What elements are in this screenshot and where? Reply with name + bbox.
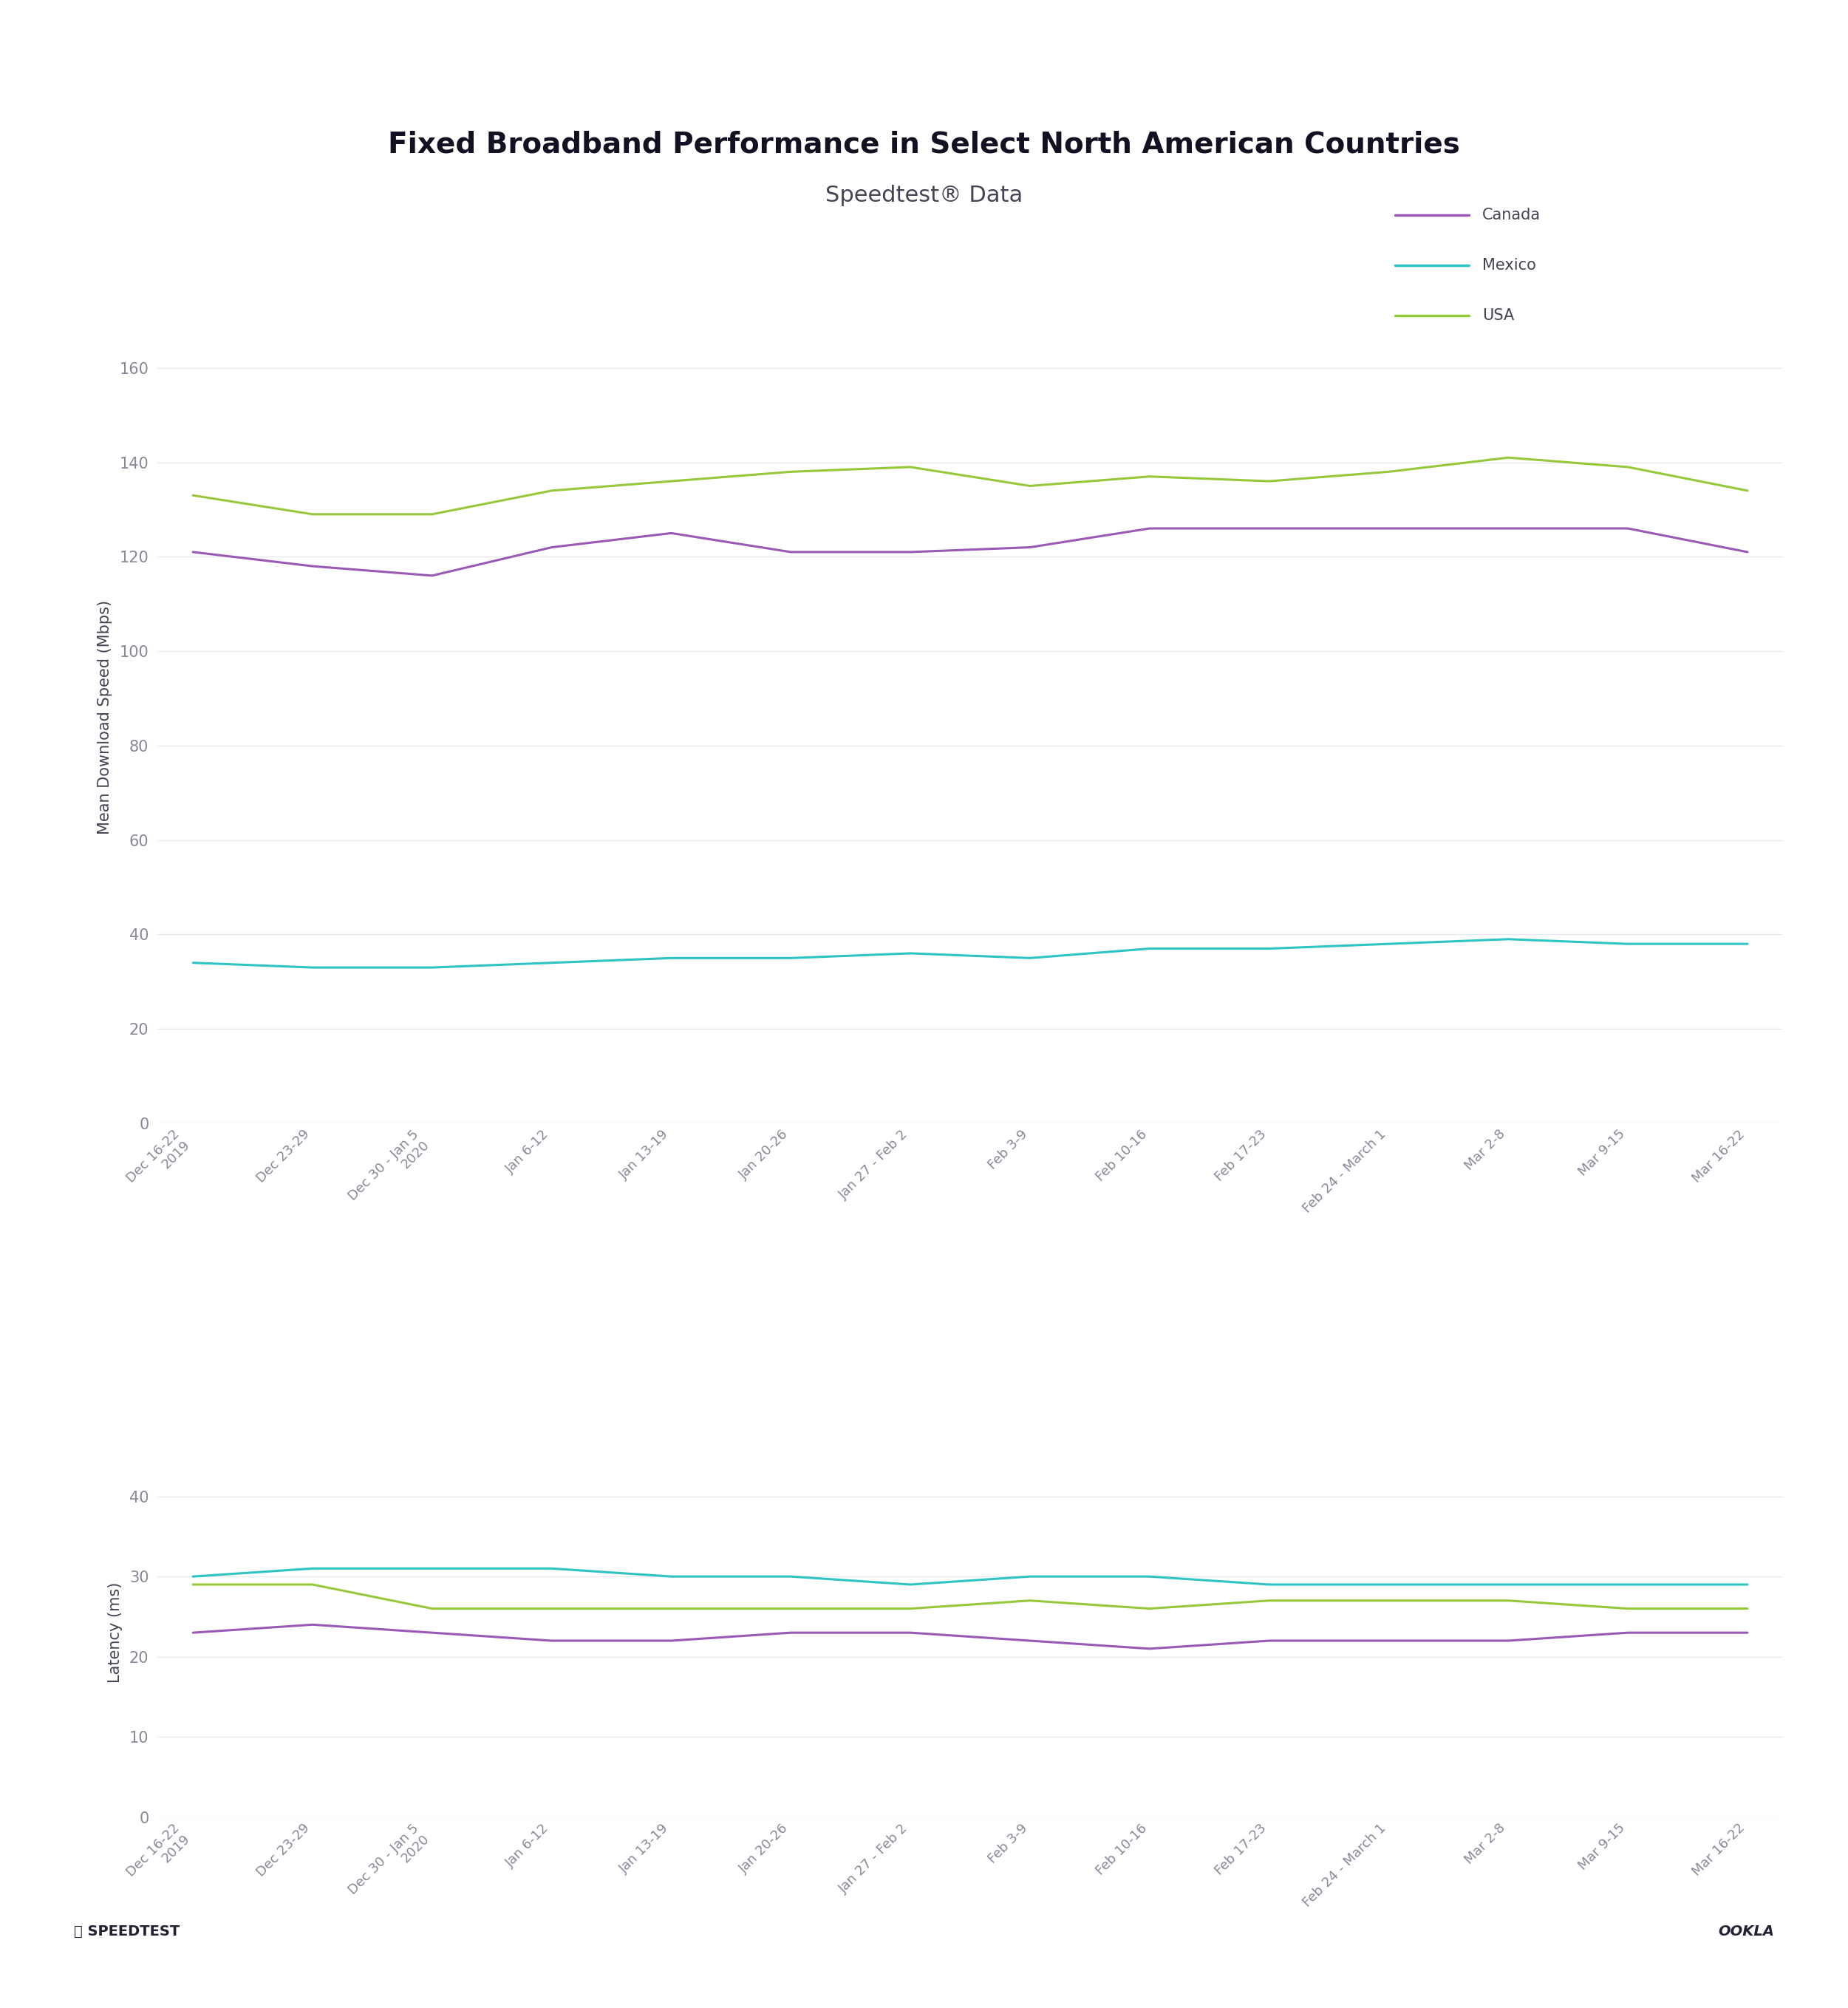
Text: Canada: Canada bbox=[1482, 207, 1541, 223]
Text: Speedtest® Data: Speedtest® Data bbox=[826, 185, 1022, 207]
Text: Fixed Broadband Performance in Select North American Countries: Fixed Broadband Performance in Select No… bbox=[388, 131, 1460, 159]
Y-axis label: Latency (ms): Latency (ms) bbox=[107, 1582, 122, 1683]
Text: OOKLA: OOKLA bbox=[1719, 1926, 1774, 1938]
Y-axis label: Mean Download Speed (Mbps): Mean Download Speed (Mbps) bbox=[98, 600, 113, 835]
Text: USA: USA bbox=[1482, 307, 1514, 323]
Text: Mexico: Mexico bbox=[1482, 257, 1536, 273]
Text: ⓘ SPEEDTEST: ⓘ SPEEDTEST bbox=[74, 1926, 179, 1938]
